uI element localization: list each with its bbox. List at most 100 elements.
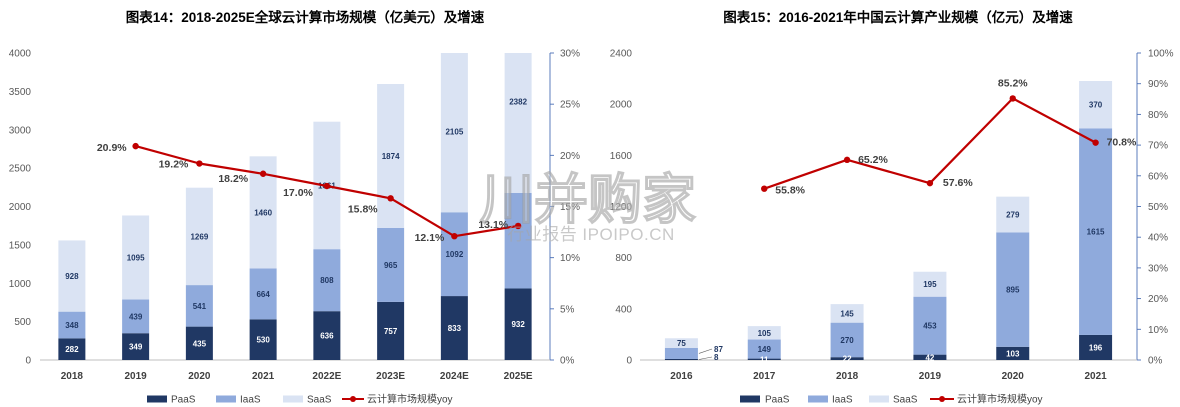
bar-iaas-2021 [249, 268, 277, 320]
bar-label-iaas-2023e: 965 [384, 261, 398, 270]
y-tick-label: 0 [626, 356, 632, 367]
bar-iaas-2024e [440, 212, 468, 297]
legend-swatch-paas [147, 395, 167, 403]
y-tick-label: 3500 [9, 87, 32, 98]
bar-label-iaas-2024e: 1092 [445, 250, 463, 259]
bar-label-group: 8 11 22 42 103 196 87 149 270 453 895 1615 75 105 145 1… [677, 101, 1105, 365]
yoy-label-2020: 85.2% [998, 77, 1028, 89]
leader-line [698, 356, 713, 360]
bar-label-paas-2020: 103 [1006, 349, 1020, 358]
category-label-2021: 2021 [252, 371, 275, 382]
bar-label-paas-2019: 349 [129, 343, 143, 352]
legend-swatch-yoy-marker [350, 396, 356, 402]
legend-swatch-saas [869, 395, 889, 403]
legend: PaaS IaaS SaaS 云计算市场规模yoy [740, 393, 1043, 406]
bar-paas-2017 [747, 358, 781, 360]
y-tick-label: 800 [615, 253, 632, 264]
yoy-label-2024e: 12.1% [415, 232, 445, 244]
bar-paas-2023e [377, 301, 405, 360]
bar-label-paas-2023e: 757 [384, 327, 398, 336]
yoy-point-2024e [451, 232, 458, 240]
bar-paas-2019 [913, 354, 947, 360]
bar-iaas-2025e [504, 192, 532, 289]
category-label-2020: 2020 [188, 371, 211, 382]
y2-tick-label: 20% [560, 151, 580, 162]
yoy-point-2022e [323, 182, 331, 190]
yoy-point-2021 [1092, 139, 1099, 146]
bar-paas-2018 [58, 338, 86, 360]
category-label-2018: 2018 [836, 371, 859, 382]
bar-paas-2022e [313, 311, 341, 360]
bar-label-paas-2024e: 833 [448, 324, 462, 333]
yoy-point-2018 [843, 156, 851, 164]
bar-saas-2024e [440, 53, 468, 213]
bar-saas-2018 [58, 240, 86, 312]
bar-paas-2025e [504, 288, 532, 360]
bar-label-saas-2024e: 2105 [445, 127, 463, 136]
y-tick-label: 1000 [9, 279, 32, 290]
bar-label-iaas-2021: 664 [256, 290, 270, 299]
bar-label-saas-2023e: 1874 [382, 152, 400, 161]
bar-iaas-2020 [185, 285, 213, 327]
bar-label-saas-2019: 1095 [127, 254, 145, 263]
chart-china-cloud-industry: 图表15：2016-2021年中国云计算产业规模（亿元）及增速 0 400 800 12… [610, 9, 1174, 406]
legend-label-iaas: IaaS [832, 395, 853, 406]
yoy-point-2020 [1009, 95, 1016, 102]
bar-label-iaas-2017: 149 [758, 345, 772, 354]
legend-label-paas: PaaS [171, 395, 196, 406]
bar-iaas-2016 [664, 347, 698, 359]
y-tick-label: 0 [25, 356, 31, 367]
chart-title: 图表14：2018-2025E全球云计算市场规模（亿美元）及增速 [126, 9, 485, 25]
category-label-2023e: 2023E [376, 371, 405, 382]
bar-iaas-2019 [913, 296, 947, 355]
bar-label-saas-2016: 75 [677, 339, 686, 348]
yoy-point-2021 [259, 170, 267, 177]
bar-label-saas-2021: 1460 [254, 208, 272, 217]
y-tick-label: 2000 [610, 100, 633, 111]
yoy-point-2025e [514, 222, 522, 230]
bar-paas-2018 [830, 357, 864, 360]
category-label-2018: 2018 [61, 371, 84, 382]
yoy-label-2017: 55.8% [775, 185, 805, 197]
bar-label-paas-2018: 282 [65, 345, 79, 354]
bar-saas-2021 [1079, 81, 1113, 129]
bar-label-paas-2019: 42 [925, 353, 934, 362]
legend: PaaS IaaS SaaS 云计算市场规模yoy [147, 393, 453, 406]
category-label-2017: 2017 [753, 371, 776, 382]
y2-tick-label: 90% [1148, 79, 1168, 90]
bar-label-paas-2016: 8 [714, 353, 719, 362]
bar-iaas-2022e [313, 249, 341, 312]
bar-label-paas-2025e: 932 [511, 320, 525, 329]
bar-label-iaas-2019: 453 [923, 322, 937, 331]
y-tick-label: 2400 [610, 49, 633, 60]
y2-tick-label: 0% [560, 356, 575, 367]
bar-label-iaas-2016: 87 [714, 345, 723, 354]
yoy-label-2021: 18.2% [218, 173, 248, 185]
bar-label-paas-2018: 22 [843, 355, 852, 364]
bar-iaas-2020 [996, 232, 1030, 347]
yoy-point-2019 [926, 179, 934, 187]
bar-paas-2020 [185, 326, 213, 360]
bar-iaas-2023e [377, 227, 405, 302]
category-label-2022e: 2022E [312, 371, 341, 382]
bar-label-saas-2020: 1269 [190, 232, 208, 241]
y2-tick-label: 0% [1148, 356, 1163, 367]
bar-label-paas-2021: 530 [256, 336, 270, 345]
y2-tick-label: 15% [560, 202, 580, 213]
y-tick-label: 2500 [9, 164, 32, 175]
y-tick-label: 3000 [9, 125, 32, 136]
y2-tick-label: 10% [1148, 325, 1168, 336]
bar-saas-2019 [913, 271, 947, 297]
bar-label-paas-2021: 196 [1089, 343, 1103, 352]
bar-label-paas-2017: 11 [760, 355, 769, 364]
bar-label-saas-2020: 279 [1006, 210, 1020, 219]
chart-global-cloud-market: 图表14：2018-2025E全球云计算市场规模（亿美元）及增速 0 500 1000… [9, 9, 580, 406]
chart-title: 图表15：2016-2021年中国云计算产业规模（亿元）及增速 [723, 9, 1073, 25]
bar-paas-2024e [440, 296, 468, 360]
bar-label-saas-2025e: 2382 [509, 98, 527, 107]
y2-tick-label: 70% [1148, 141, 1168, 152]
legend-label-iaas: IaaS [240, 395, 261, 406]
y-tick-label: 4000 [9, 49, 32, 60]
y2-tick-label: 40% [1148, 233, 1168, 244]
